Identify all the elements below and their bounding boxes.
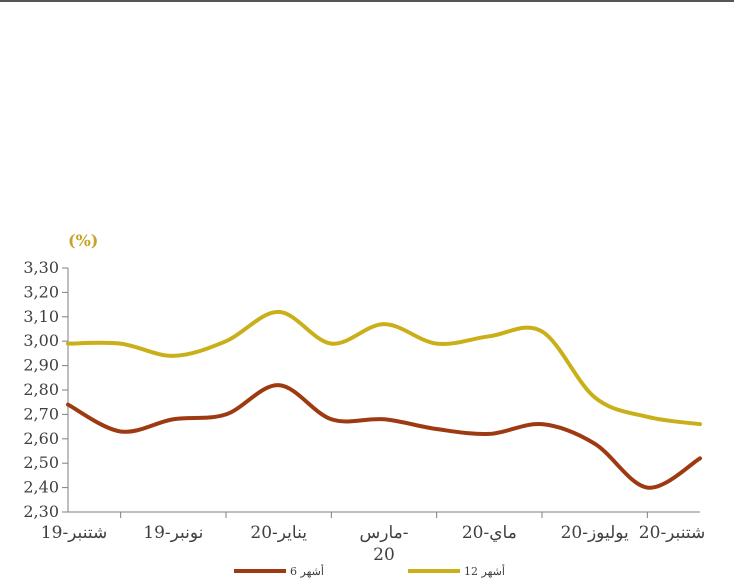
y-tick-label: 2,90 — [23, 356, 59, 375]
x-tick-label: يناير-20 — [250, 523, 307, 543]
y-tick-label: 2,60 — [23, 429, 59, 448]
x-axis-ticks: شتنبر-19 نونبر-19 يناير-20 مارس-20 ماي-20 يول… — [41, 512, 705, 565]
axes — [67, 268, 700, 513]
y-tick-label: 3,10 — [23, 307, 59, 326]
x-tick-label: نونبر-19 — [143, 523, 203, 543]
y-tick-label: 3,20 — [23, 282, 59, 301]
top-border-line — [0, 0, 734, 2]
y-unit-label: (%) — [68, 231, 98, 250]
legend: 6 أشهر 12 أشهر — [234, 564, 505, 578]
x-tick-label: يوليوز-20 — [561, 523, 629, 543]
y-axis-ticks: 2,30 2,40 2,50 2,60 2,70 2,80 2,90 3,00 3,10 3,20… — [23, 258, 68, 521]
y-tick-label: 2,50 — [23, 453, 59, 472]
y-tick-label: 3,00 — [23, 331, 59, 350]
legend-label-2: 12 أشهر — [464, 564, 505, 578]
legend-label-1: 6 أشهر — [290, 564, 324, 578]
y-tick-label: 2,40 — [23, 478, 59, 497]
x-tick-label: شتنبر-20 — [639, 523, 705, 543]
y-tick-label: 3,30 — [23, 258, 59, 277]
x-tick-label: مارس-20 — [360, 523, 409, 565]
y-tick-label: 2,30 — [23, 502, 59, 521]
series-line-1 — [66, 383, 702, 490]
x-tick-label: ماي-20 — [462, 523, 517, 543]
x-tick-label: شتنبر-19 — [41, 523, 107, 543]
series-lines — [66, 309, 702, 490]
y-tick-label: 2,70 — [23, 404, 59, 423]
series-line-2 — [66, 309, 702, 427]
y-tick-label: 2,80 — [23, 380, 59, 399]
